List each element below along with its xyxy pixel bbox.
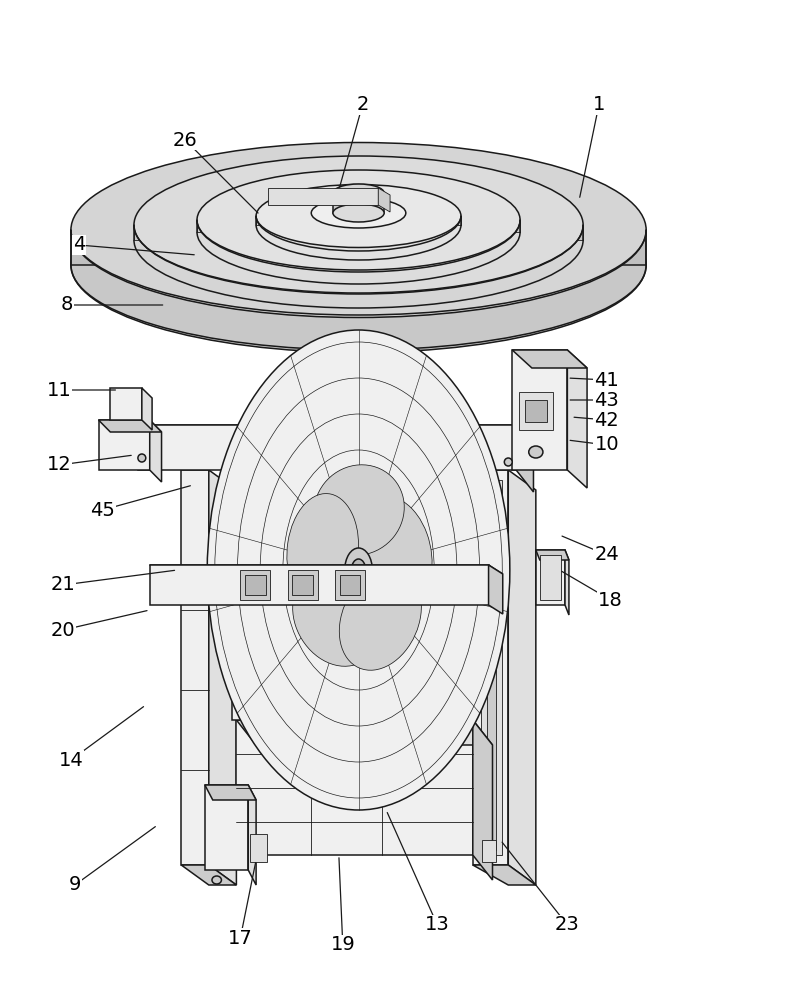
Polygon shape — [134, 225, 583, 240]
Polygon shape — [71, 230, 646, 265]
Polygon shape — [445, 455, 473, 720]
Ellipse shape — [71, 178, 646, 353]
Polygon shape — [473, 470, 508, 865]
Polygon shape — [138, 425, 533, 447]
Text: 10: 10 — [594, 436, 619, 454]
Polygon shape — [473, 720, 492, 880]
Polygon shape — [516, 425, 533, 492]
Polygon shape — [150, 565, 489, 605]
Polygon shape — [567, 350, 587, 488]
Text: 19: 19 — [330, 936, 355, 954]
Polygon shape — [512, 350, 567, 470]
Text: 2: 2 — [356, 96, 369, 114]
Polygon shape — [205, 785, 256, 800]
Polygon shape — [236, 720, 492, 745]
Text: 8: 8 — [61, 296, 73, 314]
Ellipse shape — [529, 446, 543, 458]
Text: 43: 43 — [594, 390, 619, 410]
Text: 4: 4 — [72, 235, 85, 254]
Polygon shape — [487, 485, 496, 850]
Polygon shape — [508, 470, 536, 885]
Polygon shape — [292, 575, 313, 595]
Text: 26: 26 — [173, 130, 198, 149]
Polygon shape — [378, 188, 390, 212]
Text: 42: 42 — [594, 410, 619, 430]
Ellipse shape — [197, 170, 520, 270]
Polygon shape — [536, 550, 565, 605]
Polygon shape — [481, 480, 502, 855]
Text: 20: 20 — [50, 620, 76, 640]
Polygon shape — [250, 834, 267, 862]
Polygon shape — [288, 570, 318, 600]
Ellipse shape — [344, 548, 373, 592]
Polygon shape — [240, 570, 270, 600]
Polygon shape — [209, 470, 236, 885]
Polygon shape — [268, 188, 378, 205]
Polygon shape — [565, 550, 569, 615]
Text: 12: 12 — [46, 456, 72, 475]
Polygon shape — [150, 420, 162, 482]
Polygon shape — [98, 420, 162, 432]
Ellipse shape — [207, 330, 510, 810]
Polygon shape — [138, 425, 516, 470]
Ellipse shape — [138, 454, 146, 462]
Polygon shape — [181, 865, 236, 885]
Polygon shape — [236, 720, 473, 855]
Polygon shape — [150, 565, 503, 574]
Polygon shape — [110, 388, 142, 420]
Ellipse shape — [71, 142, 646, 318]
Text: 18: 18 — [598, 590, 623, 609]
Polygon shape — [142, 388, 152, 430]
Polygon shape — [536, 550, 569, 560]
Polygon shape — [197, 220, 520, 232]
Text: 41: 41 — [594, 370, 619, 389]
Ellipse shape — [340, 568, 422, 670]
Text: 13: 13 — [425, 916, 450, 934]
Text: 45: 45 — [90, 500, 115, 520]
Polygon shape — [205, 785, 248, 870]
Ellipse shape — [504, 458, 512, 466]
Polygon shape — [489, 565, 503, 614]
Polygon shape — [256, 216, 461, 225]
Ellipse shape — [212, 876, 221, 884]
Ellipse shape — [357, 497, 432, 608]
Text: 14: 14 — [58, 750, 84, 770]
Polygon shape — [540, 555, 561, 600]
Text: 23: 23 — [555, 916, 580, 934]
Polygon shape — [340, 575, 360, 595]
Polygon shape — [519, 392, 553, 430]
Ellipse shape — [134, 156, 583, 294]
Ellipse shape — [256, 184, 461, 247]
Ellipse shape — [333, 184, 385, 202]
Text: 9: 9 — [69, 876, 81, 894]
Polygon shape — [248, 785, 256, 885]
Ellipse shape — [287, 494, 359, 608]
Text: 1: 1 — [593, 96, 605, 114]
Polygon shape — [335, 570, 365, 600]
Polygon shape — [245, 575, 266, 595]
Text: 24: 24 — [594, 546, 619, 564]
Text: 17: 17 — [228, 928, 253, 948]
Text: 11: 11 — [46, 380, 72, 399]
Ellipse shape — [292, 570, 379, 666]
Text: 21: 21 — [50, 576, 76, 594]
Ellipse shape — [314, 465, 404, 555]
Polygon shape — [482, 840, 496, 862]
Ellipse shape — [311, 198, 406, 228]
Polygon shape — [333, 193, 385, 213]
Polygon shape — [473, 865, 536, 885]
Ellipse shape — [351, 559, 366, 581]
Polygon shape — [232, 455, 260, 720]
Polygon shape — [525, 400, 547, 422]
Polygon shape — [98, 420, 150, 470]
Ellipse shape — [333, 204, 385, 222]
Polygon shape — [181, 470, 209, 865]
Polygon shape — [512, 350, 587, 368]
